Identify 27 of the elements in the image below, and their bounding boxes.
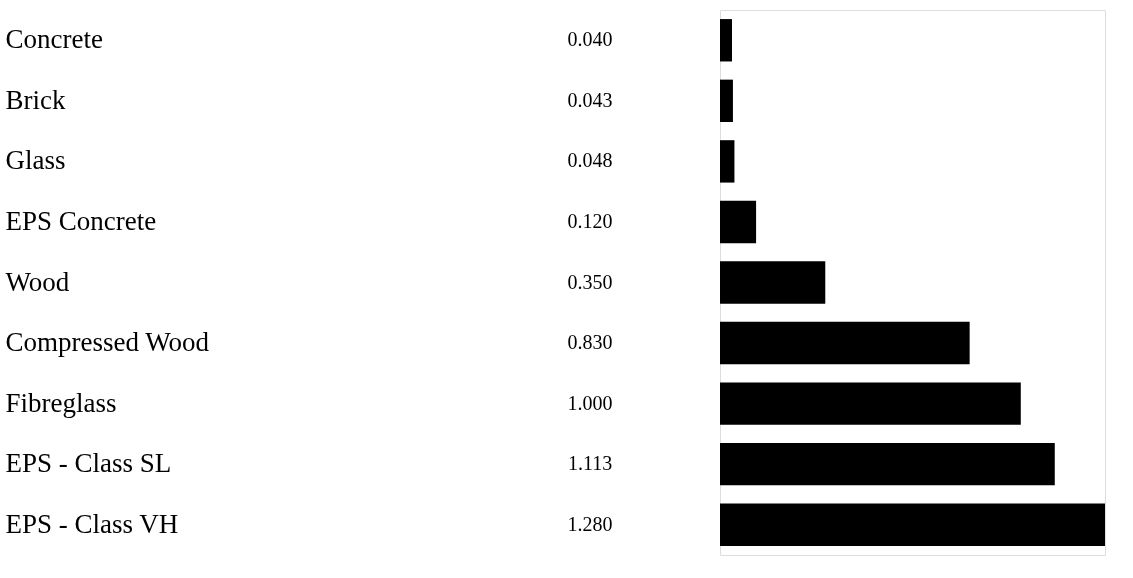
- bar: [720, 140, 735, 183]
- y-tick-label: Compressed Wood: [5, 327, 210, 358]
- y-tick-label: EPS - Class SL: [5, 448, 172, 479]
- bar: [720, 19, 733, 62]
- data-label: 1.113: [567, 452, 613, 475]
- data-label: 0.040: [567, 28, 613, 51]
- bar: [720, 79, 733, 123]
- y-tick-label: Concrete: [5, 24, 103, 55]
- bar: [720, 442, 1055, 486]
- bar: [720, 503, 1105, 546]
- data-label: 0.350: [567, 270, 613, 293]
- data-label: 0.120: [567, 209, 613, 232]
- data-label: 1.280: [567, 512, 613, 535]
- y-tick-label: EPS Concrete: [5, 205, 157, 236]
- y-tick-label: Glass: [5, 145, 66, 176]
- data-label: 1.000: [567, 391, 613, 414]
- bar: [720, 261, 826, 304]
- bar: [720, 382, 1021, 425]
- y-tick-label: Brick: [5, 84, 66, 115]
- bar: [720, 321, 970, 365]
- data-label: 0.043: [567, 88, 613, 111]
- y-tick-label: Wood: [5, 266, 70, 297]
- data-label: 0.830: [567, 331, 613, 354]
- y-tick-label: Fibreglass: [5, 387, 117, 418]
- data-label: 0.048: [567, 149, 613, 172]
- bar: [720, 200, 757, 244]
- y-tick-label: EPS - Class VH: [5, 508, 179, 539]
